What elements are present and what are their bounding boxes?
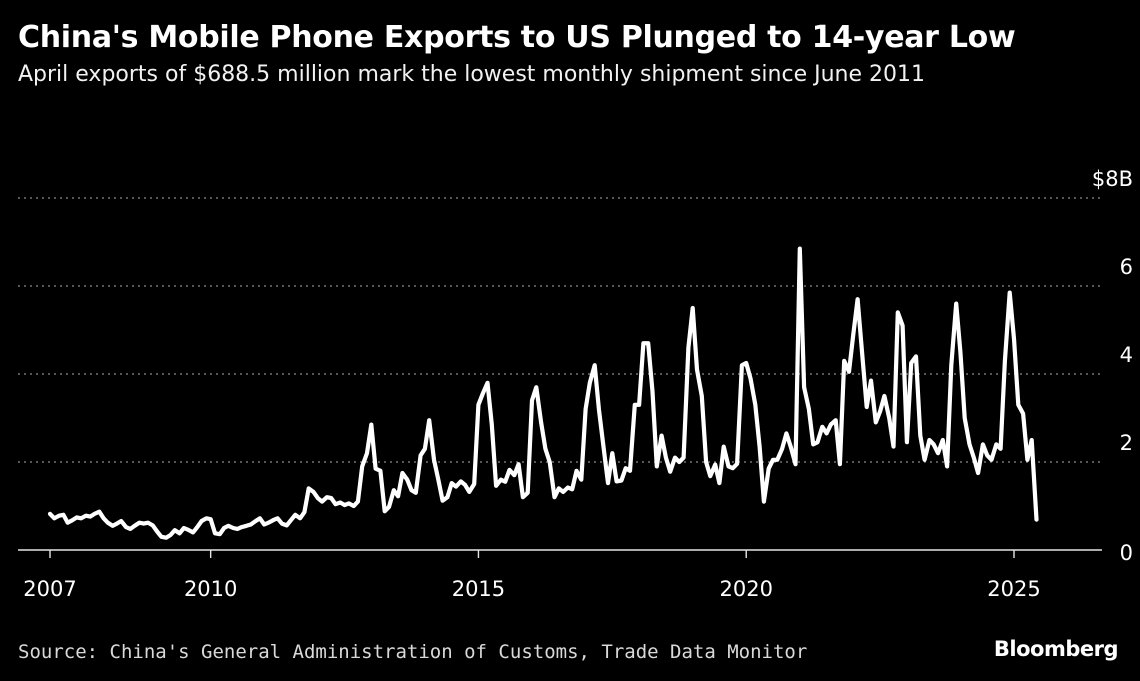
y-tick-label: $8B (1092, 167, 1133, 191)
source-note: Source: China's General Administration o… (18, 641, 808, 663)
y-tick-label: 0 (1120, 541, 1133, 565)
gridlines (18, 197, 1102, 463)
x-tick-label: 2025 (987, 577, 1040, 601)
series-layer (47, 246, 1039, 540)
y-tick-label: 4 (1120, 343, 1133, 367)
y-tick-label: 6 (1120, 255, 1133, 279)
series-line-exports (47, 246, 1039, 540)
bloomberg-logo: Bloomberg (993, 637, 1119, 661)
y-axis-labels: 0 2 4 6 $8B (1092, 167, 1133, 565)
chart-subtitle: April exports of $688.5 million mark the… (18, 62, 925, 87)
x-tick-label: 2007 (23, 577, 76, 601)
x-tick-label: 2020 (719, 577, 772, 601)
x-axis-labels: 2007 2010 2015 2020 2025 (23, 577, 1040, 601)
chart-title: China's Mobile Phone Exports to US Plung… (18, 20, 1016, 55)
x-tick-label: 2010 (184, 577, 237, 601)
x-tick-label: 2015 (452, 577, 505, 601)
y-tick-label: 2 (1120, 431, 1133, 455)
x-axis (18, 549, 1102, 558)
